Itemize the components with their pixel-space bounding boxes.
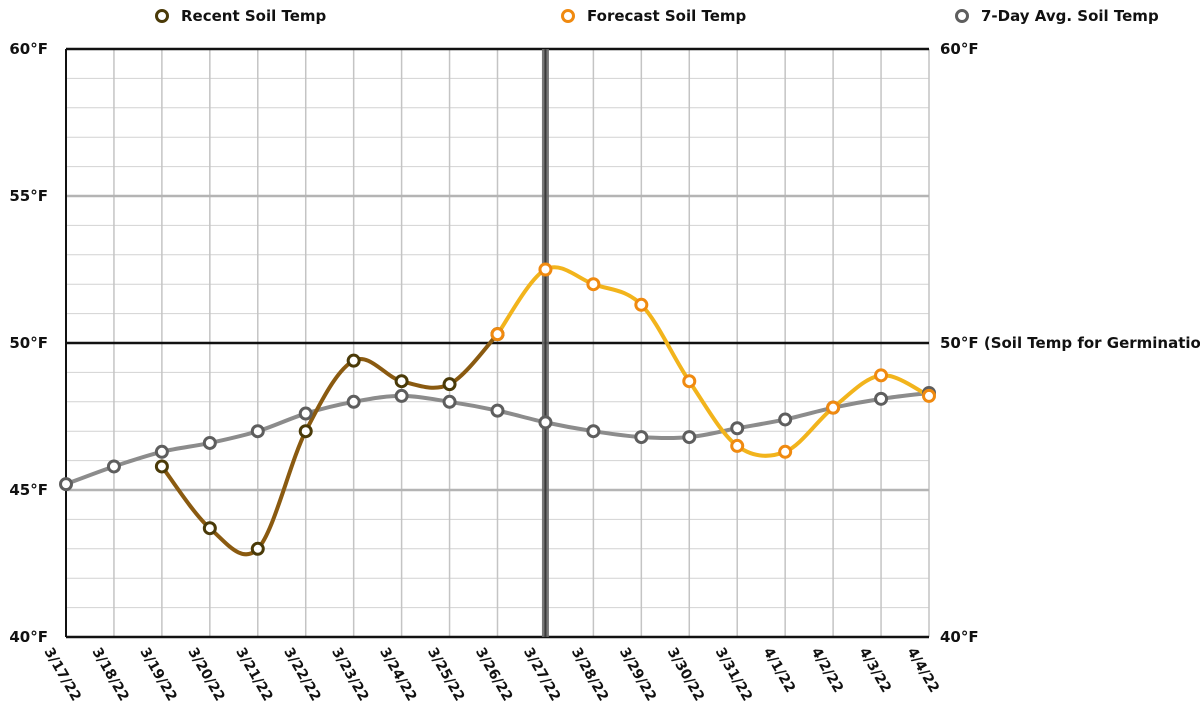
legend-label: Forecast Soil Temp [587,7,747,25]
data-point [586,424,601,439]
x-tick-label: 3/18/22 [88,645,131,704]
y-tick-label: 45°F [9,481,48,499]
data-point [730,421,745,436]
data-point [778,444,793,459]
y-tick-label: 60°F [9,40,48,58]
data-point [59,477,73,492]
series-line-1 [495,265,931,458]
legend-marker [955,9,969,23]
data-point [106,459,121,474]
right-y-tick-label: 50°F (Soil Temp for Germination) [940,334,1200,352]
y-tick-label: 55°F [9,187,48,205]
x-tick-label: 3/25/22 [424,645,467,704]
data-point [346,394,361,409]
x-tick-label: 3/19/22 [136,645,179,704]
legend-label: 7-Day Avg. Soil Temp [981,7,1159,25]
x-tick-label: 3/26/22 [472,645,515,704]
data-point [778,412,793,427]
x-tick-label: 3/30/22 [664,645,707,704]
data-point [154,459,169,474]
legend-label: Recent Soil Temp [181,7,327,25]
data-point [682,374,697,389]
data-point [154,444,169,459]
data-point [442,394,457,409]
x-tick-label: 4/3/22 [856,645,894,696]
x-tick-label: 3/17/22 [41,645,84,704]
data-point [634,430,649,445]
data-point [682,430,697,445]
x-tick-label: 4/4/22 [904,645,942,696]
x-tick-label: 3/20/22 [184,645,227,704]
data-point [442,377,457,392]
data-point [394,374,409,389]
right-y-tick-label: 40°F [940,628,979,646]
x-tick-label: 3/22/22 [280,645,323,704]
series-markers [59,262,936,556]
data-point [298,424,313,439]
x-tick-label: 3/29/22 [616,645,659,704]
series-line-0 [159,332,500,557]
data-point [490,327,505,342]
data-point [490,403,505,418]
y-tick-label: 50°F [9,334,48,352]
data-point [586,277,601,292]
data-point [202,521,217,536]
data-point [250,424,265,439]
x-tick-label: 3/27/22 [520,645,563,704]
data-point [826,400,841,415]
data-point [874,391,889,406]
legend: Recent Soil Temp Forecast Soil Temp 7-Day … [155,7,1159,25]
data-point [346,353,361,368]
data-point [394,388,409,403]
grid [65,47,930,639]
x-tick-label: 4/2/22 [808,645,846,696]
data-point [298,406,313,421]
x-tick-label: 3/23/22 [328,645,371,704]
y-tick-label: 40°F [9,628,48,646]
data-point [538,415,553,430]
data-point [250,541,265,556]
legend-marker [155,9,169,23]
legend-marker [561,9,575,23]
data-point [634,297,649,312]
right-y-tick-label: 60°F [940,40,979,58]
data-point [730,438,745,453]
x-tick-label: 3/21/22 [232,645,275,704]
data-point [874,368,889,383]
x-tick-label: 3/28/22 [568,645,611,704]
data-point [538,262,553,277]
x-tick-label: 3/31/22 [712,645,755,704]
data-point [202,435,217,450]
x-tick-label: 4/1/22 [760,645,798,696]
data-point [922,388,936,403]
x-tick-label: 3/24/22 [376,645,419,704]
